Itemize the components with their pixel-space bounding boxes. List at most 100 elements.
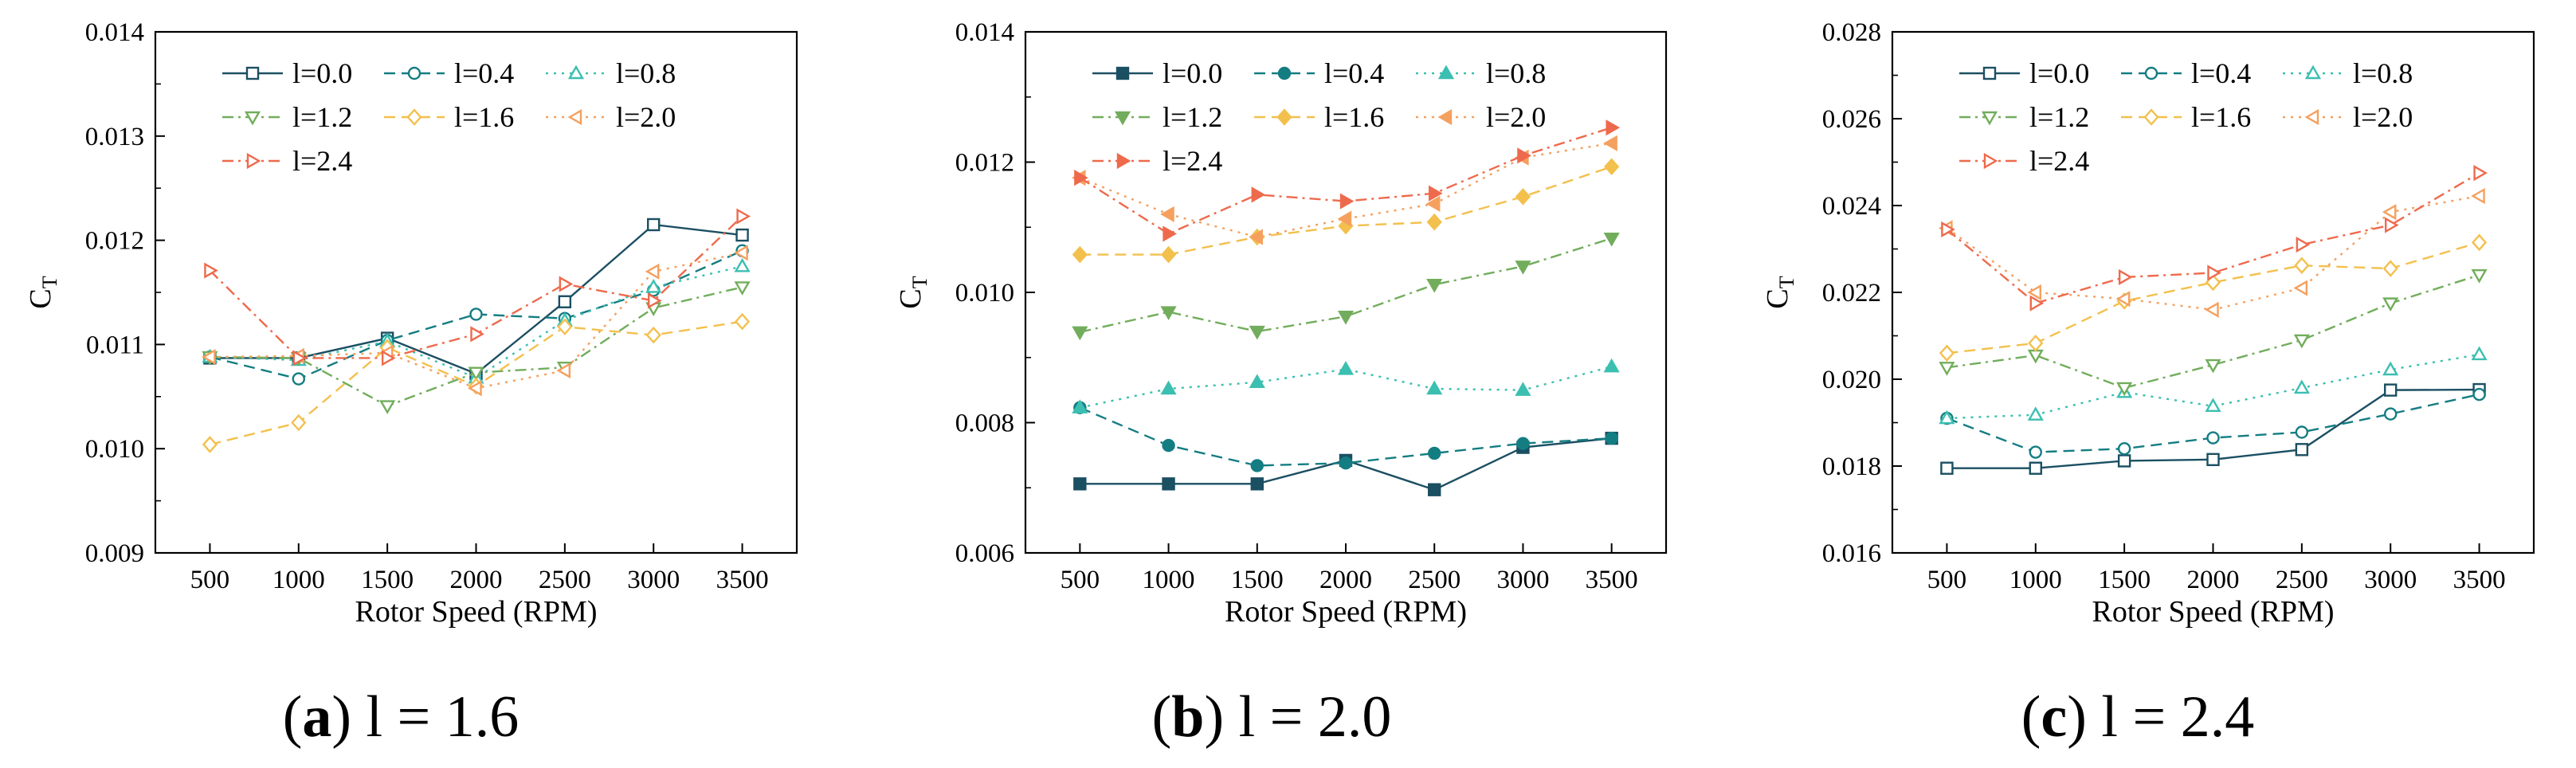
x-axis-label: Rotor Speed (RPM): [2092, 595, 2335, 629]
data-point: [2029, 295, 2045, 312]
series-l=2.4: [204, 208, 751, 366]
data-point: [1603, 358, 1620, 373]
data-point: [645, 279, 662, 293]
legend-label: l=0.8: [2353, 57, 2413, 89]
series-line: [210, 223, 743, 375]
legend-label: l=0.0: [292, 57, 352, 89]
x-tick-label: 1000: [1143, 566, 1195, 594]
data-point: [734, 245, 748, 261]
data-point: [1429, 185, 1443, 202]
data-point: [1160, 245, 1177, 264]
y-axis-label: CT: [24, 276, 61, 308]
legend-marker: [2144, 66, 2158, 80]
x-tick-label: 2500: [539, 566, 591, 594]
data-point: [2473, 165, 2488, 182]
data-point: [470, 326, 484, 343]
data-point: [1515, 188, 1531, 206]
data-point: [469, 308, 483, 321]
y-tick-label: 0.012: [955, 149, 1014, 178]
y-tick-label: 0.011: [86, 331, 144, 359]
x-axis-label: Rotor Speed (RPM): [1225, 595, 1467, 629]
data-point: [556, 362, 571, 379]
x-tick-label: 500: [1061, 566, 1100, 594]
x-tick-label: 2000: [2187, 566, 2240, 594]
y-tick-label: 0.018: [1822, 453, 1881, 481]
data-point: [1162, 477, 1175, 491]
data-point: [1426, 278, 1443, 293]
data-point: [2295, 443, 2309, 456]
legend-label: l=0.8: [1486, 57, 1546, 89]
data-point: [2027, 406, 2044, 421]
y-tick-label: 0.012: [85, 227, 144, 256]
data-point: [381, 350, 396, 366]
data-point: [2206, 431, 2220, 445]
series-l=0.8: [1939, 346, 2488, 425]
data-point: [2029, 461, 2042, 475]
data-point: [1940, 461, 1954, 475]
data-point: [645, 326, 661, 344]
data-point: [2471, 269, 2488, 284]
data-point: [2293, 379, 2310, 394]
series-l=1.2: [1939, 269, 2488, 397]
data-point: [2117, 454, 2131, 468]
legend: l=0.0 l=0.4 l=0.8 l=1.2 l=1.6 l=2.0 l=2.4: [1092, 57, 1546, 177]
x-tick-label: 2000: [450, 566, 503, 594]
data-point: [1426, 213, 1442, 231]
data-point: [1162, 438, 1175, 453]
series-l=2.4: [1941, 165, 2488, 312]
chart-panel-b: 0.006 0.008 0.010 0.012 0.014 500 1000 1500 2000…: [894, 18, 1668, 750]
x-axis-label: Rotor Speed (RPM): [355, 595, 598, 629]
series-l=0.4: [203, 244, 749, 386]
panel-caption: (a) l = 1.6: [283, 684, 520, 750]
legend-label: l=1.2: [292, 101, 352, 133]
legend-marker: [1276, 108, 1292, 126]
y-tick-label: 0.006: [955, 539, 1014, 568]
y-tick-label: 0.010: [955, 279, 1014, 308]
legend-marker: [1437, 108, 1453, 126]
y-tick-label: 0.028: [1822, 18, 1881, 47]
y-tick-label: 0.009: [85, 539, 144, 568]
x-tick-label: 500: [1927, 566, 1967, 594]
data-point: [1072, 326, 1088, 341]
legend-marker: [1982, 66, 1997, 80]
legend-label: l=0.0: [1163, 57, 1222, 89]
legend-label: l=1.2: [2029, 101, 2089, 133]
data-point: [1606, 120, 1621, 136]
data-point: [291, 413, 307, 432]
legend-marker: [2304, 65, 2322, 80]
series-l=0.4: [1073, 401, 1618, 472]
legend-label: l=0.8: [616, 57, 676, 89]
data-point: [648, 292, 662, 309]
data-point: [2471, 346, 2488, 361]
legend-marker: [406, 108, 422, 126]
data-point: [292, 350, 308, 366]
x-tick-label: 2000: [1319, 566, 1372, 594]
data-point: [2027, 284, 2041, 301]
data-point: [1072, 399, 1088, 413]
data-point: [2472, 387, 2486, 402]
legend-marker: [1114, 111, 1131, 126]
data-point: [292, 372, 305, 386]
data-point: [1251, 186, 1266, 203]
x-tick-label: 1000: [272, 566, 325, 594]
legend-marker: [245, 66, 260, 80]
legend-label: l=1.6: [1324, 101, 1384, 133]
data-point: [2382, 260, 2398, 277]
panel-caption: (c) l = 2.4: [2021, 684, 2254, 750]
data-point: [2028, 334, 2044, 352]
data-point: [1249, 374, 1265, 389]
data-point: [2471, 233, 2488, 252]
x-tick-label: 3000: [627, 566, 680, 594]
x-tick-label: 1000: [2009, 566, 2062, 594]
data-point: [2206, 453, 2220, 467]
data-point: [1428, 483, 1441, 496]
legend: l=0.0 l=0.4 l=0.8 l=1.2 l=1.6 l=2.0 l=2.4: [1959, 57, 2413, 177]
legend-label: l=2.4: [1163, 145, 1222, 177]
legend-label: l=2.4: [2029, 145, 2089, 177]
x-tick-label: 2500: [2276, 566, 2328, 594]
x-tick-label: 2500: [1408, 566, 1461, 594]
legend-marker: [2143, 108, 2159, 126]
legend-label: l=1.2: [1163, 101, 1222, 133]
data-point: [2293, 334, 2310, 349]
